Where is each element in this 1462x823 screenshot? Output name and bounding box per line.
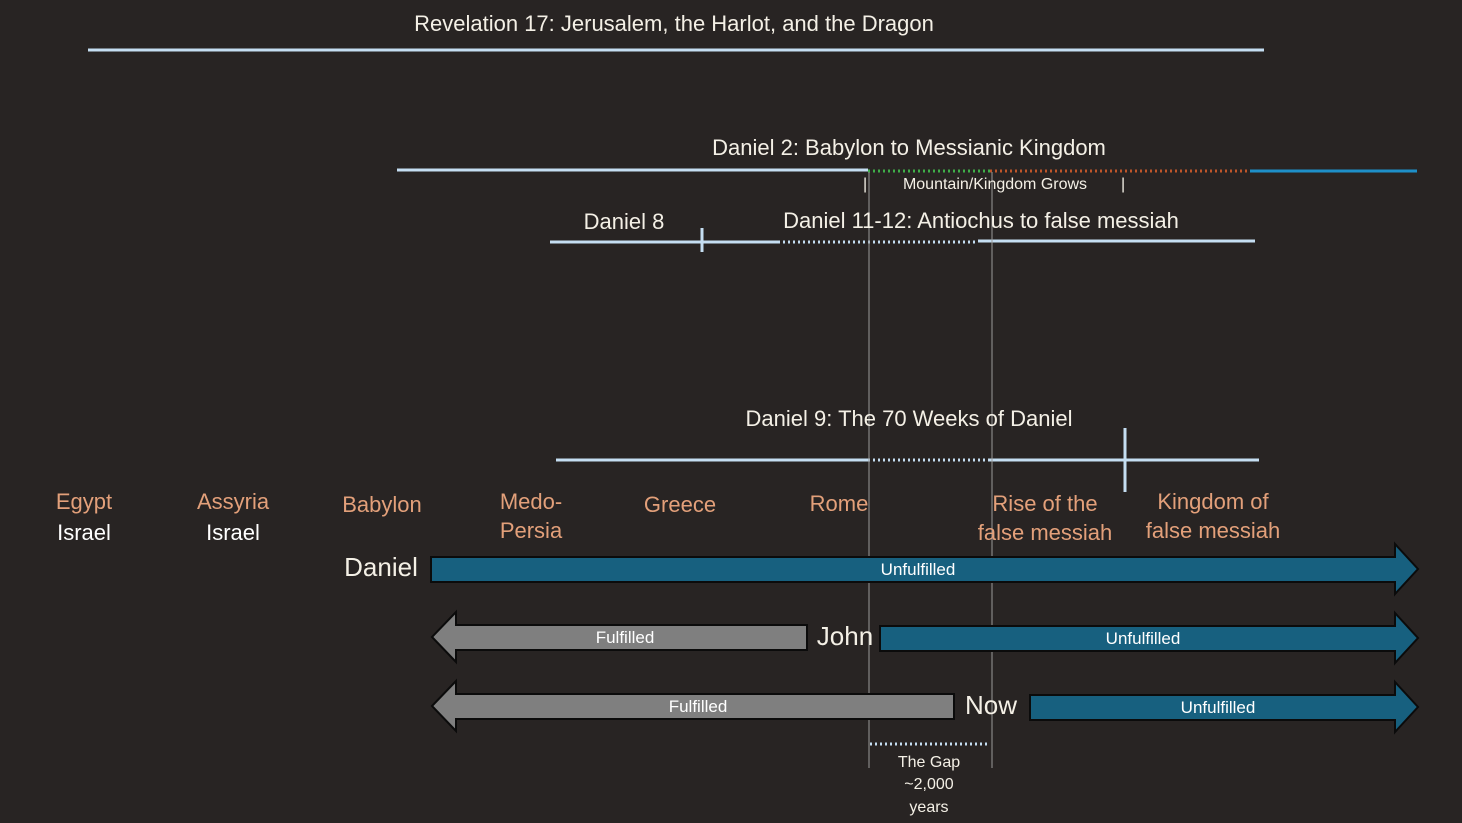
row-label-john: John [816,621,874,651]
kingdom-egypt: Egypt Israel [56,489,112,546]
now-fulfilled-arrow [430,678,955,734]
kingdom-of-line2: false messiah [1145,518,1281,544]
kingdom-greece: Greece [643,492,717,517]
john-unfulfilled-arrow [879,610,1420,666]
kingdom-of-false-messiah: Kingdom of false messiah [1146,489,1281,544]
daniel2-tick-right: | [1121,176,1126,193]
kingdom-of-line1: Kingdom of [1157,489,1269,514]
daniel9-title: Daniel 9: The 70 Weeks of Daniel [745,406,1073,431]
revelation-title: Revelation 17: Jerusalem, the Harlot, an… [414,11,934,36]
mountain-kingdom-label: Mountain/Kingdom Grows [902,176,1088,193]
gap-label-line1: The Gap [897,754,961,771]
row-label-daniel: Daniel [344,552,418,582]
daniel-unfulfilled-arrow [430,541,1420,597]
kingdom-rise-line2: false messiah [977,520,1113,546]
john-unfulfilled-text: Unfulfilled [1105,629,1181,648]
kingdom-rise-line1: Rise of the [992,491,1098,516]
kingdom-assyria-name: Assyria [196,489,270,514]
gap-label: The Gap ~2,000 years [898,752,960,819]
row-label-now: Now [964,690,1018,720]
kingdom-rise-false-messiah: Rise of the false messiah [978,491,1113,546]
gap-label-line3: years [909,798,949,816]
daniel8-title: Daniel 8 [583,209,665,234]
daniel2-tick-left: | [863,176,868,193]
kingdom-medo-persia-line2: Persia [499,518,563,544]
daniel11-title: Daniel 11-12: Antiochus to false messiah [783,208,1179,233]
kingdom-medo-persia-line1: Medo- [499,489,563,514]
gap-label-line2: ~2,000 [904,776,954,794]
kingdom-babylon: Babylon [342,492,422,517]
now-fulfilled-text: Fulfilled [668,697,728,716]
kingdom-assyria: Assyria Israel [197,489,269,546]
john-fulfilled-text: Fulfilled [595,628,655,647]
kingdom-egypt-israel: Israel [57,520,111,546]
now-unfulfilled-arrow [1029,679,1420,735]
kingdom-rome: Rome [809,491,869,516]
daniel-unfulfilled-text: Unfulfilled [880,560,956,579]
kingdom-egypt-name: Egypt [55,489,113,514]
kingdom-medo-persia: Medo- Persia [500,489,562,544]
daniel2-title: Daniel 2: Babylon to Messianic Kingdom [712,135,1106,160]
now-unfulfilled-text: Unfulfilled [1180,698,1256,717]
john-fulfilled-arrow [430,609,808,665]
kingdom-assyria-israel: Israel [206,520,260,546]
